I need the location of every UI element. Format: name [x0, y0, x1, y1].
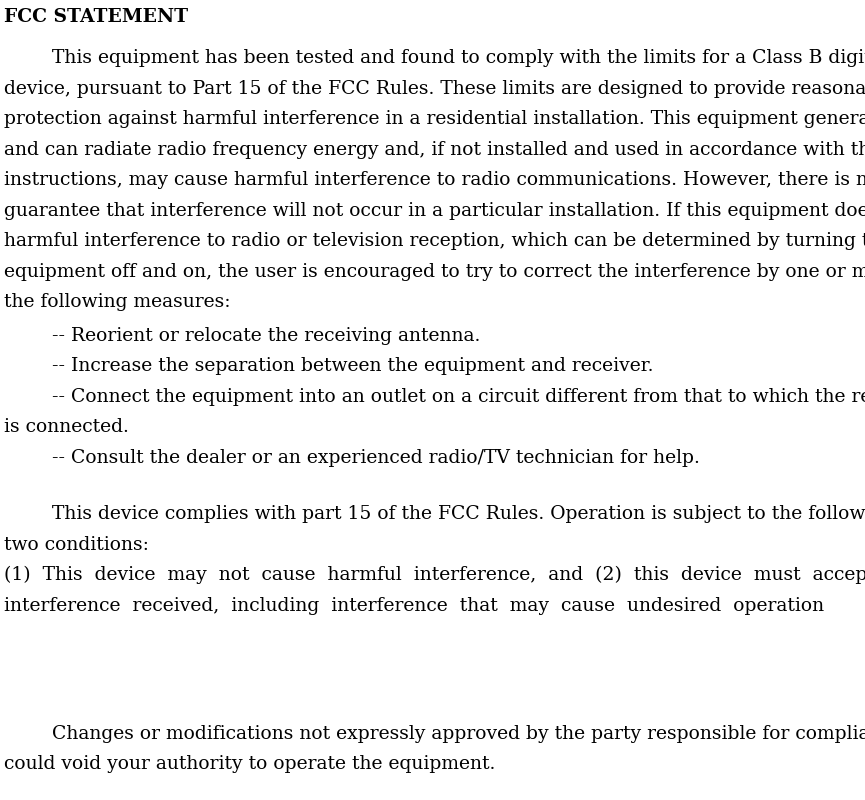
Text: This device complies with part 15 of the FCC Rules. Operation is subject to the : This device complies with part 15 of the… [4, 505, 865, 523]
Text: two conditions:: two conditions: [4, 536, 149, 554]
Text: Changes or modifications not expressly approved by the party responsible for com: Changes or modifications not expressly a… [4, 725, 865, 742]
Text: and can radiate radio frequency energy and, if not installed and used in accorda: and can radiate radio frequency energy a… [4, 141, 865, 158]
Text: (1)  This  device  may  not  cause  harmful  interference,  and  (2)  this  devi: (1) This device may not cause harmful in… [4, 566, 865, 584]
Text: the following measures:: the following measures: [4, 293, 230, 311]
Text: guarantee that interference will not occur in a particular installation. If this: guarantee that interference will not occ… [4, 202, 865, 220]
Text: equipment off and on, the user is encouraged to try to correct the interference : equipment off and on, the user is encour… [4, 262, 865, 281]
Text: protection against harmful interference in a residential installation. This equi: protection against harmful interference … [4, 110, 865, 128]
Text: device, pursuant to Part 15 of the FCC Rules. These limits are designed to provi: device, pursuant to Part 15 of the FCC R… [4, 80, 865, 98]
Text: harmful interference to radio or television reception, which can be determined b: harmful interference to radio or televis… [4, 232, 865, 250]
Text: -- Increase the separation between the equipment and receiver.: -- Increase the separation between the e… [4, 358, 653, 375]
Text: instructions, may cause harmful interference to radio communications. However, t: instructions, may cause harmful interfer… [4, 171, 865, 189]
Text: FCC STATEMENT: FCC STATEMENT [4, 8, 188, 26]
Text: -- Connect the equipment into an outlet on a circuit different from that to whic: -- Connect the equipment into an outlet … [4, 388, 865, 406]
Text: -- Reorient or relocate the receiving antenna.: -- Reorient or relocate the receiving an… [4, 326, 480, 345]
Text: could void your authority to operate the equipment.: could void your authority to operate the… [4, 755, 496, 774]
Text: is connected.: is connected. [4, 418, 129, 436]
Text: -- Consult the dealer or an experienced radio/TV technician for help.: -- Consult the dealer or an experienced … [4, 449, 700, 466]
Text: interference  received,  including  interference  that  may  cause  undesired  o: interference received, including interfe… [4, 597, 824, 614]
Text: This equipment has been tested and found to comply with the limits for a Class B: This equipment has been tested and found… [4, 49, 865, 67]
